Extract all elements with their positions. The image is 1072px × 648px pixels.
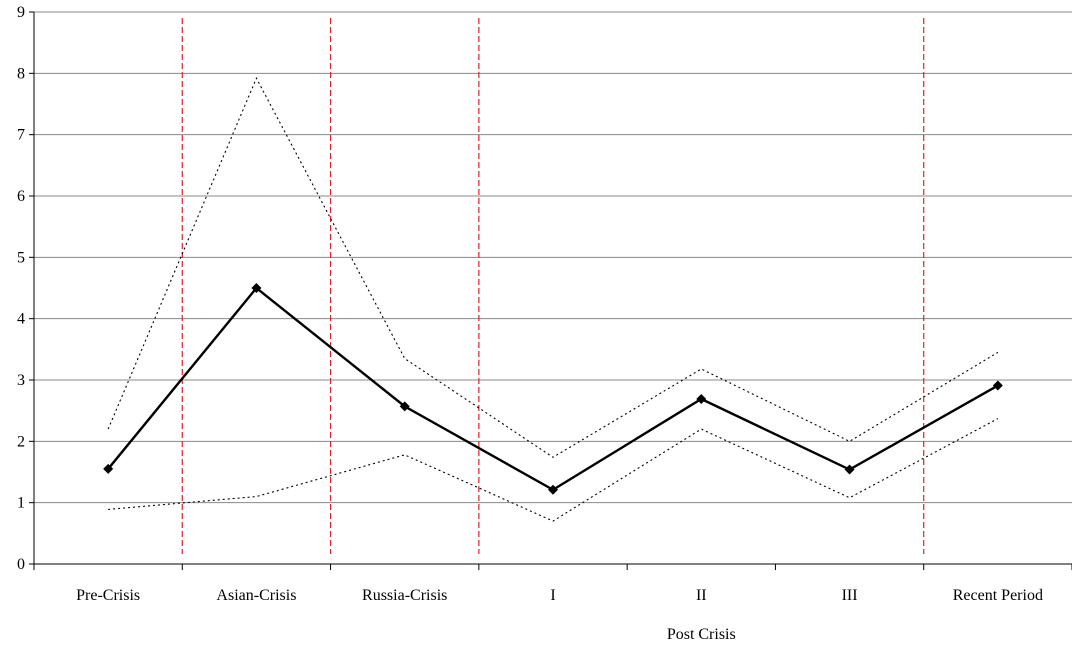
y-tick-label: 8 bbox=[17, 65, 25, 82]
data-point-marker bbox=[696, 394, 707, 405]
data-point-marker bbox=[992, 380, 1003, 391]
period-dividers bbox=[181, 18, 925, 554]
x-axis-title: Post Crisis bbox=[667, 626, 736, 643]
series bbox=[103, 76, 1003, 522]
y-tick-label: 3 bbox=[17, 372, 25, 389]
x-tick-label: Asian-Crisis bbox=[216, 587, 296, 604]
axes bbox=[29, 11, 1072, 570]
series-line-band bbox=[107, 76, 999, 458]
y-tick-label: 2 bbox=[17, 433, 25, 450]
y-tick-label: 6 bbox=[17, 188, 25, 205]
x-tick-labels: Pre-Crisis Asian-Crisis Russia-Crisis I II II… bbox=[76, 587, 1043, 604]
y-tick-label: 0 bbox=[17, 556, 25, 573]
y-tick-label: 9 bbox=[17, 4, 25, 21]
data-point-marker bbox=[844, 464, 855, 475]
x-tick-label: Pre-Crisis bbox=[76, 587, 140, 604]
data-point-marker bbox=[399, 401, 410, 412]
data-point-marker bbox=[251, 283, 262, 293]
x-tick-label: II bbox=[696, 587, 707, 604]
y-tick-label: 7 bbox=[17, 127, 25, 144]
data-point-marker bbox=[103, 463, 114, 474]
x-tick-label: Recent Period bbox=[953, 587, 1043, 604]
gridlines bbox=[34, 11, 1072, 504]
y-tick-label: 4 bbox=[17, 311, 25, 328]
x-tick-label: III bbox=[842, 587, 858, 604]
y-tick-labels: 0 1 2 3 4 5 6 7 8 9 bbox=[17, 4, 25, 573]
y-tick-label: 1 bbox=[17, 495, 25, 512]
series-line-band bbox=[108, 418, 999, 522]
y-tick-label: 5 bbox=[17, 249, 25, 266]
x-tick-label: I bbox=[550, 587, 555, 604]
data-point-marker bbox=[548, 484, 558, 495]
x-tick-label: Russia-Crisis bbox=[362, 587, 447, 604]
